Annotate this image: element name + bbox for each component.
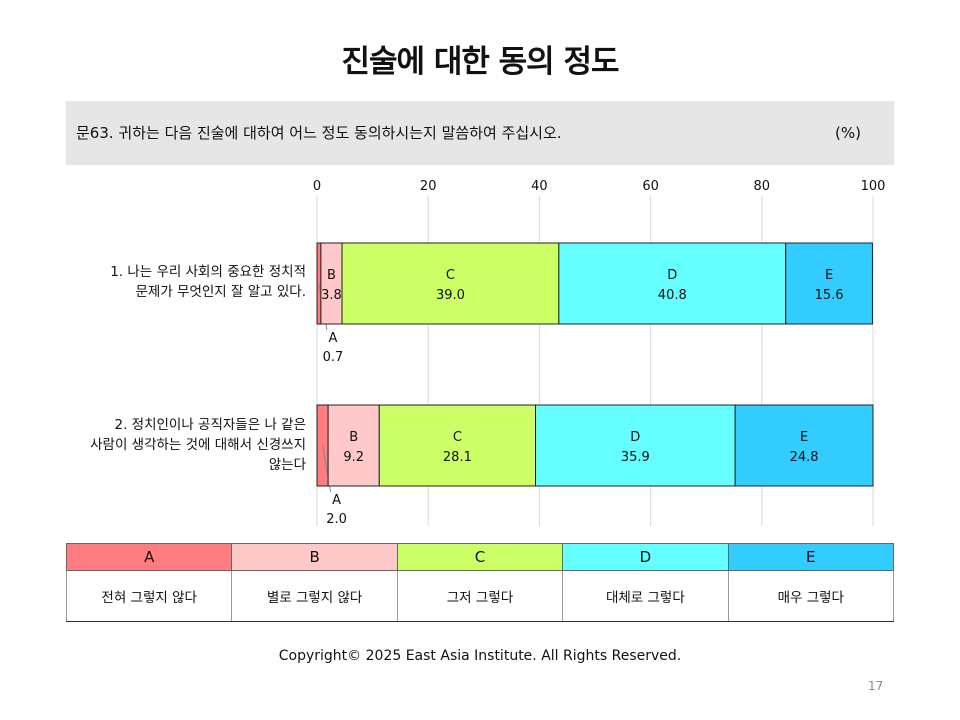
bar-2-segment-e bbox=[734, 404, 874, 487]
stacked-bar-chart: 0 20 40 60 80 100 A 0.7 B 3.8 C 39.0 D 40.8 E 15.6 A 2.0 B… bbox=[313, 179, 886, 527]
data-label-1-d: 40.8 bbox=[658, 288, 687, 303]
data-label-1-b: 3.8 bbox=[321, 288, 342, 303]
question-bar: 문63. 귀하는 다음 진술에 대하여 어느 정도 동의하시는지 말씀하여 주십… bbox=[66, 101, 894, 165]
x-tick-label-60: 60 bbox=[642, 179, 659, 194]
segment-name-1-a: A bbox=[328, 331, 337, 346]
segment-name-1-c: C bbox=[446, 268, 455, 283]
segment-name-2-c: C bbox=[453, 430, 462, 445]
category-label-2-line-1: 2. 정치인이나 공직자들은 나 같은 bbox=[114, 417, 306, 433]
legend-desc-e: 매우 그렇다 bbox=[727, 570, 895, 622]
x-tick-label-20: 20 bbox=[420, 179, 437, 194]
category-label-1: 1. 나는 우리 사회의 중요한 정치적 문제가 무엇인지 잘 알고 있다. bbox=[66, 262, 306, 302]
data-label-1-c: 39.0 bbox=[436, 288, 465, 303]
legend-description-row: 전혀 그렇지 않다 별로 그렇지 않다 그저 그렇다 대체로 그렇다 매우 그렇… bbox=[65, 570, 895, 622]
legend-table: A B C D E 전혀 그렇지 않다 별로 그렇지 않다 그저 그렇다 대체로… bbox=[65, 543, 895, 622]
x-tick-label-80: 80 bbox=[754, 179, 771, 194]
segment-name-2-d: D bbox=[630, 430, 640, 445]
legend-header-c: C bbox=[396, 543, 564, 571]
segment-name-1-d: D bbox=[667, 268, 677, 283]
category-label-2-line-3: 않는다 bbox=[268, 457, 306, 473]
category-label-2: 2. 정치인이나 공직자들은 나 같은 사람이 생각하는 것에 대해서 신경쓰지… bbox=[50, 415, 306, 475]
data-label-2-c: 28.1 bbox=[443, 450, 472, 465]
legend-header-row: A B C D E bbox=[65, 543, 895, 571]
x-tick-label-0: 0 bbox=[313, 179, 321, 194]
legend-header-a: A bbox=[65, 543, 233, 571]
legend-header-b: B bbox=[231, 543, 398, 571]
legend-header-d: D bbox=[562, 543, 729, 571]
category-label-1-line-1: 1. 나는 우리 사회의 중요한 정치적 bbox=[110, 264, 306, 280]
legend-header-e: E bbox=[727, 543, 895, 571]
data-label-2-d: 35.9 bbox=[621, 450, 650, 465]
legend-desc-b: 별로 그렇지 않다 bbox=[231, 570, 398, 622]
segment-name-1-e: E bbox=[825, 268, 833, 283]
legend-desc-c: 그저 그렇다 bbox=[396, 570, 564, 622]
x-tick-label-40: 40 bbox=[531, 179, 548, 194]
data-label-2-a: 2.0 bbox=[326, 512, 347, 527]
segment-name-2-a: A bbox=[332, 493, 341, 508]
unit-label: (%) bbox=[835, 124, 861, 142]
bar-1-segment-d bbox=[558, 242, 787, 325]
bar-1-segment-c bbox=[341, 242, 560, 325]
bar-1-segment-b bbox=[320, 242, 343, 325]
legend-desc-d: 대체로 그렇다 bbox=[562, 570, 729, 622]
segment-name-2-e: E bbox=[800, 430, 808, 445]
x-tick-label-100: 100 bbox=[861, 179, 886, 194]
segment-name-2-b: B bbox=[349, 430, 358, 445]
data-label-2-b: 9.2 bbox=[343, 450, 364, 465]
question-text: 문63. 귀하는 다음 진술에 대하여 어느 정도 동의하시는지 말씀하여 주십… bbox=[76, 124, 562, 142]
page-number: 17 bbox=[868, 679, 884, 693]
bar-1-segment-e bbox=[785, 242, 873, 325]
category-label-2-line-2: 사람이 생각하는 것에 대해서 신경쓰지 bbox=[90, 437, 306, 453]
segment-name-1-b: B bbox=[327, 268, 336, 283]
copyright-text: Copyright© 2025 East Asia Institute. All… bbox=[278, 648, 682, 664]
category-label-1-line-2: 문제가 무엇인지 잘 알고 있다. bbox=[135, 284, 307, 300]
data-label-1-a: 0.7 bbox=[323, 350, 344, 365]
slide-title: 진술에 대한 동의 정도 bbox=[341, 44, 619, 80]
bar-2-segment-b bbox=[327, 404, 380, 487]
bar-2-segment-c bbox=[378, 404, 537, 487]
legend-desc-a: 전혀 그렇지 않다 bbox=[65, 570, 233, 622]
data-label-2-e: 24.8 bbox=[790, 450, 819, 465]
bar-1-segment-a bbox=[316, 242, 322, 325]
bar-2-segment-d bbox=[535, 404, 736, 487]
data-label-1-e: 15.6 bbox=[815, 288, 844, 303]
